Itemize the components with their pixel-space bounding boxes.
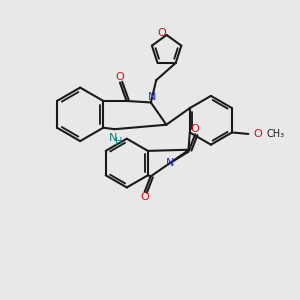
Text: O: O xyxy=(140,192,149,202)
Text: O: O xyxy=(157,28,166,38)
Text: N: N xyxy=(166,158,174,168)
Text: N: N xyxy=(109,133,117,142)
Text: O: O xyxy=(191,124,200,134)
Text: N: N xyxy=(148,92,156,102)
Text: O: O xyxy=(116,72,124,82)
Text: O: O xyxy=(253,129,262,139)
Text: H: H xyxy=(115,137,122,147)
Text: CH₃: CH₃ xyxy=(267,129,285,139)
